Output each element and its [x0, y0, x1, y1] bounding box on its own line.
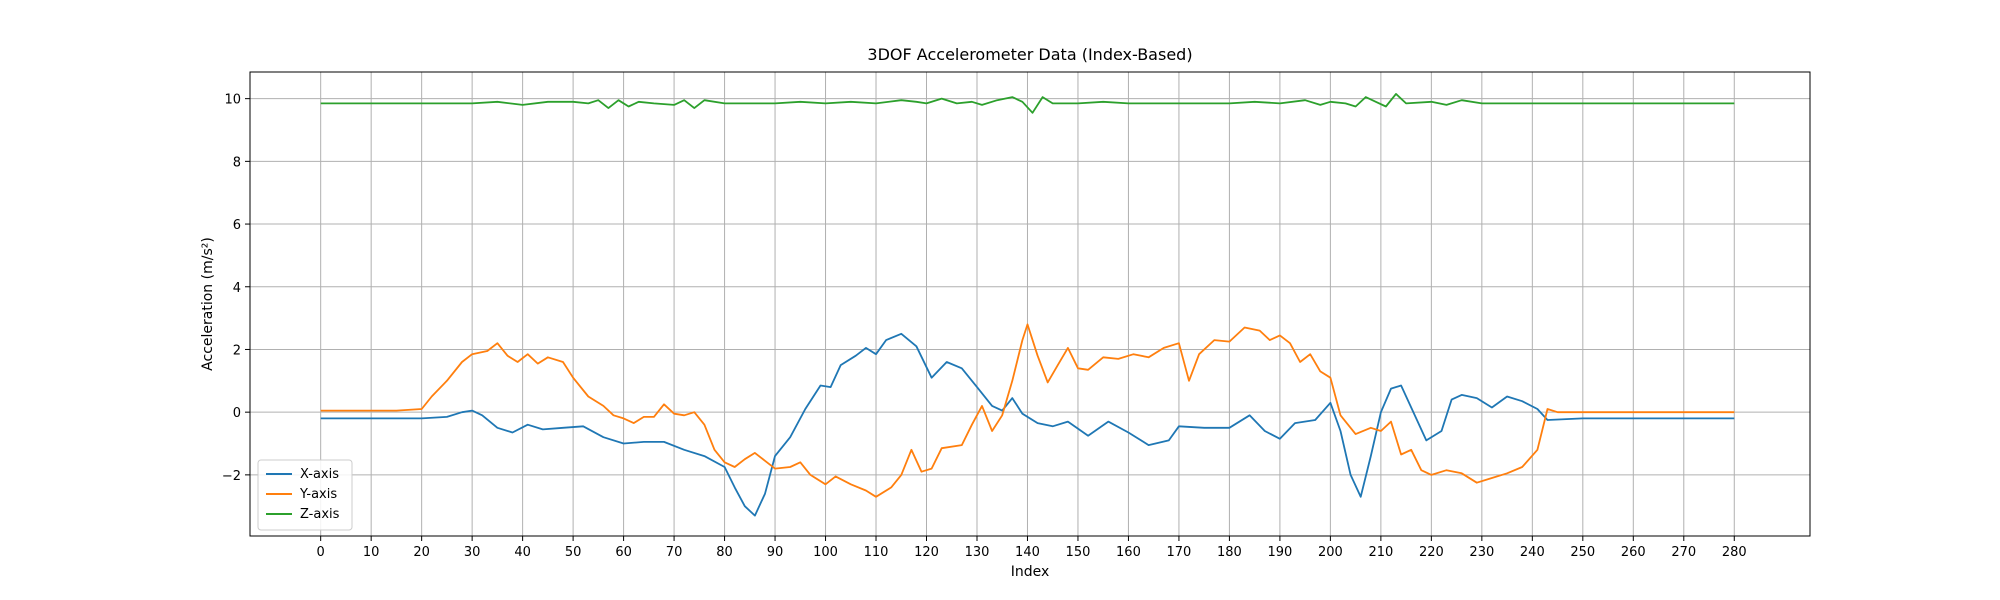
legend: X-axis Y-axis Z-axis: [257, 459, 353, 531]
x-tick-label: 250: [1570, 545, 1595, 560]
x-tick-label: 100: [813, 545, 838, 560]
grid-lines: [250, 72, 1810, 536]
x-tick-label: 40: [514, 545, 531, 560]
x-tick-label: 30: [464, 545, 481, 560]
y-axis-label: Acceleration (m/s²): [200, 237, 216, 371]
x-tick-label: 200: [1318, 545, 1343, 560]
y-tick-label: 6: [233, 218, 241, 233]
x-tick-label: 10: [363, 545, 380, 560]
x-tick-label: 140: [1015, 545, 1040, 560]
legend-box: [257, 459, 353, 531]
y-tick-label: −2: [222, 469, 241, 484]
x-tick-label: 110: [864, 545, 889, 560]
y-tick-label: 0: [233, 406, 241, 421]
x-tick-label: 70: [666, 545, 683, 560]
x-tick-label: 20: [413, 545, 430, 560]
legend-label: Z-axis: [300, 507, 340, 522]
x-tick-label: 180: [1217, 545, 1242, 560]
series-line-x-axis: [320, 332, 1735, 517]
y-tick-label: 2: [233, 343, 241, 358]
x-tick-label: 220: [1419, 545, 1444, 560]
x-tick-label: 50: [565, 545, 582, 560]
x-tick-label: 280: [1722, 545, 1747, 560]
plot-frame: [249, 71, 1811, 537]
legend-label: X-axis: [300, 467, 339, 482]
x-tick-label: 0: [317, 545, 325, 560]
x-tick-label: 230: [1469, 545, 1494, 560]
x-tick-label: 80: [716, 545, 733, 560]
x-tick-label: 240: [1520, 545, 1545, 560]
y-tick-label: 8: [233, 155, 241, 170]
x-tick-label: 120: [914, 545, 939, 560]
x-tick-label: 170: [1167, 545, 1192, 560]
x-axis-label: Index: [1011, 564, 1050, 580]
y-tick-label: 10: [224, 93, 241, 108]
y-axis-ticks: −2 0 2 4 6 8 10: [222, 93, 250, 484]
x-tick-label: 210: [1368, 545, 1393, 560]
x-tick-label: 60: [615, 545, 632, 560]
x-tick-label: 260: [1621, 545, 1646, 560]
series-lines: [320, 93, 1735, 517]
chart-title: 3DOF Accelerometer Data (Index-Based): [867, 45, 1192, 64]
series-line-z-axis: [320, 93, 1735, 114]
x-tick-label: 270: [1671, 545, 1696, 560]
x-tick-label: 160: [1116, 545, 1141, 560]
x-tick-label: 150: [1066, 545, 1091, 560]
x-tick-label: 190: [1267, 545, 1292, 560]
y-tick-label: 4: [233, 281, 241, 296]
x-axis-ticks: 0 10 20 30 40 50 60 70 80 90 100 110 120 130 140 150 160…: [317, 536, 1747, 560]
x-tick-label: 90: [767, 545, 784, 560]
x-tick-label: 130: [965, 545, 990, 560]
series-line-y-axis: [320, 323, 1735, 498]
legend-label: Y-axis: [299, 487, 337, 502]
